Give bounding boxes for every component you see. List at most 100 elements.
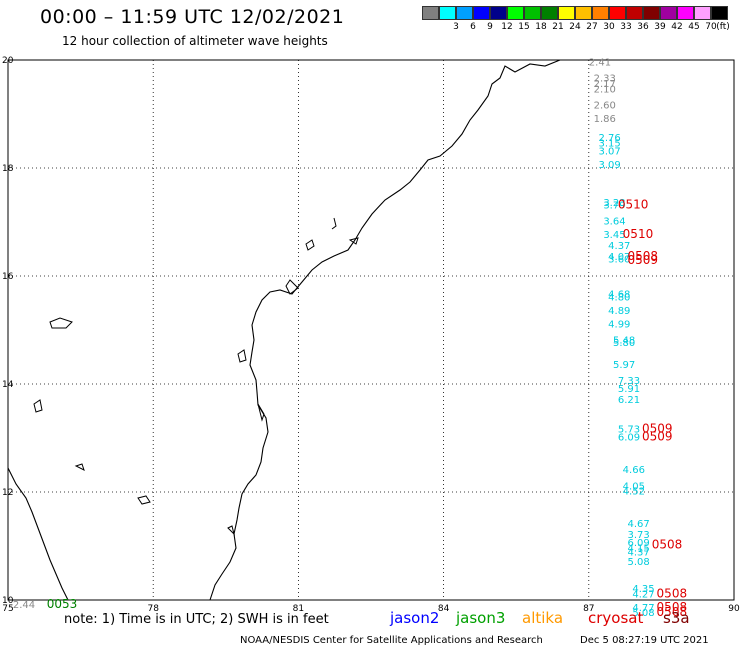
color-swatch (456, 6, 473, 20)
wave-height-value: 5.48 (613, 336, 635, 347)
wave-height-value: 2.44 (13, 600, 35, 611)
wave-height-value: 4.37 (628, 548, 650, 559)
inland-feature (348, 237, 359, 245)
longitude-label: 75 (2, 604, 13, 614)
wave-height-value: 2.10 (594, 84, 616, 95)
pass-time-label: 0509 (642, 430, 673, 444)
wave-height-value: 4.80 (608, 292, 630, 303)
inland-feature (237, 349, 247, 363)
satellite-legend-item: altika (522, 609, 564, 627)
color-swatch (711, 6, 728, 20)
color-scale-tick: 33 (620, 22, 632, 32)
color-swatch (609, 6, 626, 20)
page-title: 00:00 – 11:59 UTC 12/02/2021 (40, 6, 345, 28)
pass-time-label: 0508 (652, 538, 683, 552)
satellite-legend-item: jason3 (456, 609, 506, 627)
wave-height-value: 5.08 (632, 608, 654, 619)
coastline (7, 59, 561, 601)
pass-time-label: 0510 (618, 198, 649, 212)
color-swatch (660, 6, 677, 20)
wave-height-value: 3.79 (603, 201, 625, 212)
color-scale-tick: 15 (518, 22, 530, 32)
wave-height-value: 2.76 (598, 133, 620, 144)
color-scale-tick: 30 (603, 22, 615, 32)
coastline-path (209, 59, 561, 601)
latitude-label: 10 (2, 596, 14, 606)
wave-height-value: 4.05 (623, 481, 645, 492)
wave-height-value: 2.41 (589, 57, 611, 68)
wave-height-value: 6.21 (618, 395, 640, 406)
satellite-legend-item: s3a (663, 609, 690, 627)
color-swatch (626, 6, 643, 20)
longitude-label: 90 (728, 604, 740, 614)
color-scale-tick: 18 (535, 22, 547, 32)
wave-height-observations: 2.41 2.332.172.10 2.60 1.86 2.763.153.07 3.09… (13, 57, 655, 619)
color-scale-tick: 12 (501, 22, 513, 32)
lake-chilika (331, 217, 337, 230)
wave-height-value: 1.86 (594, 114, 616, 125)
wave-height-value: 6.09 (628, 538, 650, 549)
color-scale-tick: 42 (671, 22, 683, 32)
longitude-label: 84 (438, 604, 450, 614)
inland-feature (285, 279, 299, 295)
wave-height-value: 3.73 (628, 530, 650, 541)
pass-time-label: 0510 (623, 227, 654, 241)
wave-height-value: 4.66 (623, 465, 645, 476)
wave-height-value: 4.67 (628, 519, 650, 530)
satellite-pass-labels: 0510051005080509050905090508050805080508… (47, 198, 687, 620)
color-swatch (558, 6, 575, 20)
color-scale-tick: 21 (552, 22, 564, 32)
color-scale-tick: 9 (487, 22, 493, 32)
inland-feature (305, 239, 315, 251)
wave-height-value: 4.27 (632, 589, 654, 600)
color-scale-unit: (ft) (716, 22, 730, 32)
color-swatch (694, 6, 711, 20)
wave-height-value: 5.91 (618, 384, 640, 395)
wave-height-value: 4.35 (632, 584, 654, 595)
longitude-label: 81 (293, 604, 304, 614)
wave-height-value: 3.07 (598, 147, 620, 158)
wave-height-value: 4.52 (623, 487, 645, 498)
wave-height-value: 4.68 (608, 290, 630, 301)
footer-note: note: 1) Time is in UTC; 2) SWH is in fe… (64, 612, 329, 627)
inland-feature (33, 399, 43, 413)
wave-height-value: 6.09 (618, 433, 640, 444)
wave-height-value: 4.37 (608, 241, 630, 252)
longitude-label: 87 (583, 604, 594, 614)
inland-feature (227, 525, 235, 536)
wave-height-value: 5.97 (613, 360, 635, 371)
color-swatch (677, 6, 694, 20)
color-swatch (473, 6, 490, 20)
credit-line: NOAA/NESDIS Center for Satellite Applica… (240, 635, 543, 646)
map-frame (7, 59, 735, 601)
longitude-label: 78 (147, 604, 159, 614)
wave-height-value: 2.33 (594, 74, 616, 85)
wave-height-value: 7.33 (618, 376, 640, 387)
wave-height-value: 4.77 (632, 603, 654, 614)
color-swatch (592, 6, 609, 20)
wave-height-value: 4.89 (608, 306, 630, 317)
wave-height-value: 3.60 (608, 255, 630, 266)
wave-height-value: 3.23 (603, 198, 625, 209)
generated-timestamp: Dec 5 08:27:19 UTC 2021 (580, 635, 709, 646)
color-scale-tick: 6 (470, 22, 476, 32)
color-swatch (575, 6, 592, 20)
color-swatch (490, 6, 507, 20)
inland-feature (137, 495, 151, 505)
latitude-label: 14 (2, 380, 14, 390)
latitude-label: 12 (2, 488, 13, 498)
color-scale-tick: 36 (637, 22, 649, 32)
wave-height-value: 5.73 (618, 425, 640, 436)
page-subtitle: 12 hour collection of altimeter wave hei… (62, 34, 328, 48)
pass-time-label: 0508 (657, 586, 688, 600)
latitude-label: 18 (2, 164, 14, 174)
pass-time-label: 0508 (657, 600, 688, 614)
color-scale-tick: 70 (705, 22, 717, 32)
satellite-legend-item: jason2 (390, 609, 440, 627)
pass-time-label: 0053 (47, 597, 78, 611)
latitude-label: 20 (2, 56, 14, 66)
color-swatch (541, 6, 558, 20)
color-swatch (643, 6, 660, 20)
color-scale-tick: 27 (586, 22, 598, 32)
